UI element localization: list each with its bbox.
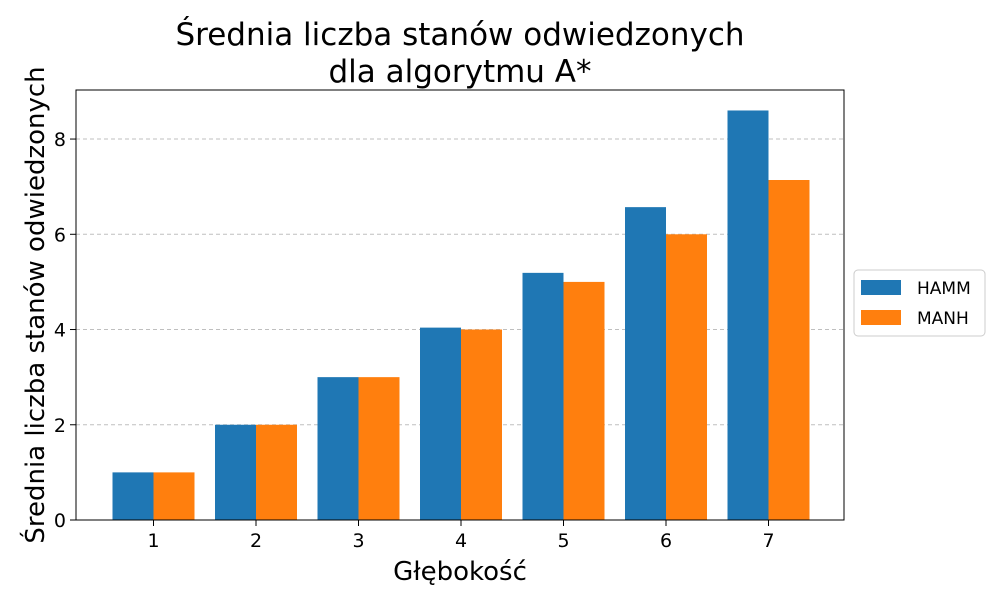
bar-hamm-2 bbox=[215, 424, 256, 520]
x-tick-label: 5 bbox=[557, 530, 569, 552]
x-tick-label: 3 bbox=[352, 530, 364, 552]
bar-manh-1 bbox=[153, 472, 195, 520]
x-tick-label: 6 bbox=[660, 530, 672, 552]
plot-area-frame bbox=[75, 89, 845, 521]
y-tick-label: 2 bbox=[54, 415, 66, 437]
x-tick-label: 1 bbox=[147, 530, 159, 552]
legend-swatch-hamm bbox=[861, 280, 901, 295]
chart-title-line-1: Średnia liczba stanów odwiedzonych bbox=[175, 16, 744, 53]
legend: HAMM MANH bbox=[853, 269, 986, 337]
bar-manh-4 bbox=[461, 329, 502, 520]
bar-hamm-6 bbox=[625, 207, 666, 520]
y-tick-label: 8 bbox=[54, 129, 66, 151]
bar-hamm-7 bbox=[727, 110, 769, 520]
bar-manh-7 bbox=[768, 180, 810, 520]
y-axis: 0 2 4 6 8 bbox=[54, 129, 76, 532]
bar-hamm-5 bbox=[522, 272, 564, 520]
y-tick-label: 0 bbox=[54, 510, 66, 532]
bars bbox=[112, 110, 810, 521]
y-tick-label: 4 bbox=[54, 320, 66, 342]
bar-hamm-3 bbox=[317, 377, 359, 520]
legend-swatch-manh bbox=[861, 310, 901, 325]
x-tick-label: 7 bbox=[762, 530, 774, 552]
x-tick-label: 2 bbox=[250, 530, 262, 552]
legend-label-manh: MANH bbox=[917, 309, 969, 329]
chart-title: Średnia liczba stanów odwiedzonych dla a… bbox=[175, 16, 744, 90]
x-tick-label: 4 bbox=[455, 530, 467, 552]
bar-hamm-4 bbox=[420, 327, 461, 520]
x-axis: 1 2 3 4 5 6 7 bbox=[147, 520, 775, 552]
chart-title-line-2: dla algorytmu A* bbox=[328, 54, 591, 90]
bar-manh-5 bbox=[563, 281, 605, 520]
bar-manh-3 bbox=[358, 377, 400, 520]
legend-label-hamm: HAMM bbox=[917, 279, 971, 299]
bar-manh-2 bbox=[256, 424, 297, 520]
x-axis-label: Głębokość bbox=[393, 557, 527, 587]
y-tick-label: 6 bbox=[54, 224, 66, 246]
bar-manh-6 bbox=[666, 234, 707, 521]
grid-lines bbox=[76, 138, 844, 426]
bar-hamm-1 bbox=[112, 472, 154, 520]
y-axis-label: Średnia liczba stanów odwiedzonych bbox=[19, 66, 51, 543]
